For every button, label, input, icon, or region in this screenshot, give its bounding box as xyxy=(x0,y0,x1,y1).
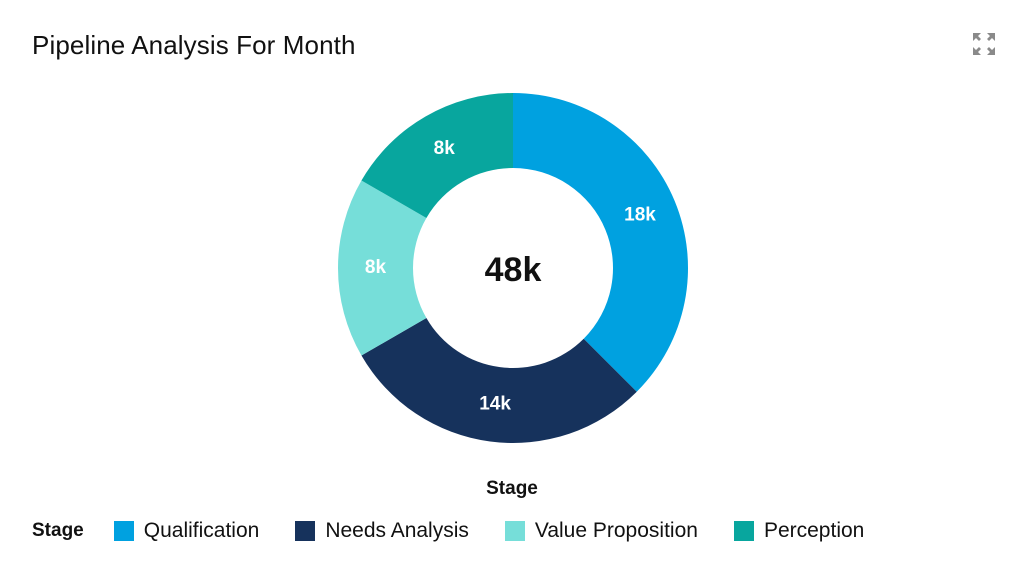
donut-slice-value-label: 8k xyxy=(365,257,387,278)
legend-label: Perception xyxy=(763,519,865,542)
donut-slices xyxy=(338,93,688,443)
donut-slice-value-label: 14k xyxy=(479,393,511,414)
legend-swatch xyxy=(295,521,316,541)
legend-item-value-proposition[interactable]: Value Proposition xyxy=(504,519,698,543)
legend-title: Stage xyxy=(32,520,84,541)
legend-label: Qualification xyxy=(143,519,260,542)
chart-title: Pipeline Analysis For Month xyxy=(32,30,356,60)
legend-swatch xyxy=(113,521,134,541)
donut-slice-labels: 18k 14k 8k 8k xyxy=(365,138,656,414)
legend: Stage Qualification Needs Analysis Value P… xyxy=(32,516,900,546)
legend-item-needs-analysis[interactable]: Needs Analysis xyxy=(295,519,469,543)
donut-slice-perception[interactable] xyxy=(361,93,513,218)
legend-swatch xyxy=(504,521,525,541)
donut-slice-qualification[interactable] xyxy=(513,93,688,392)
donut-slice-needs-analysis[interactable] xyxy=(361,318,637,443)
donut-slice-value-proposition[interactable] xyxy=(338,180,427,356)
legend-label: Value Proposition xyxy=(534,519,698,542)
expand-icon xyxy=(973,33,995,55)
donut-center-total: 48k xyxy=(485,251,542,289)
donut-slice-value-label: 18k xyxy=(624,204,656,225)
donut-slice-value-label: 8k xyxy=(434,138,456,159)
legend-swatch xyxy=(733,521,754,541)
x-axis-label: Stage xyxy=(486,478,538,499)
legend-items: Qualification Needs Analysis Value Proposi… xyxy=(113,519,901,543)
legend-item-perception[interactable]: Perception xyxy=(733,519,865,543)
legend-item-qualification[interactable]: Qualification xyxy=(113,519,260,543)
expand-button[interactable] xyxy=(970,30,998,58)
legend-label: Needs Analysis xyxy=(325,519,469,542)
